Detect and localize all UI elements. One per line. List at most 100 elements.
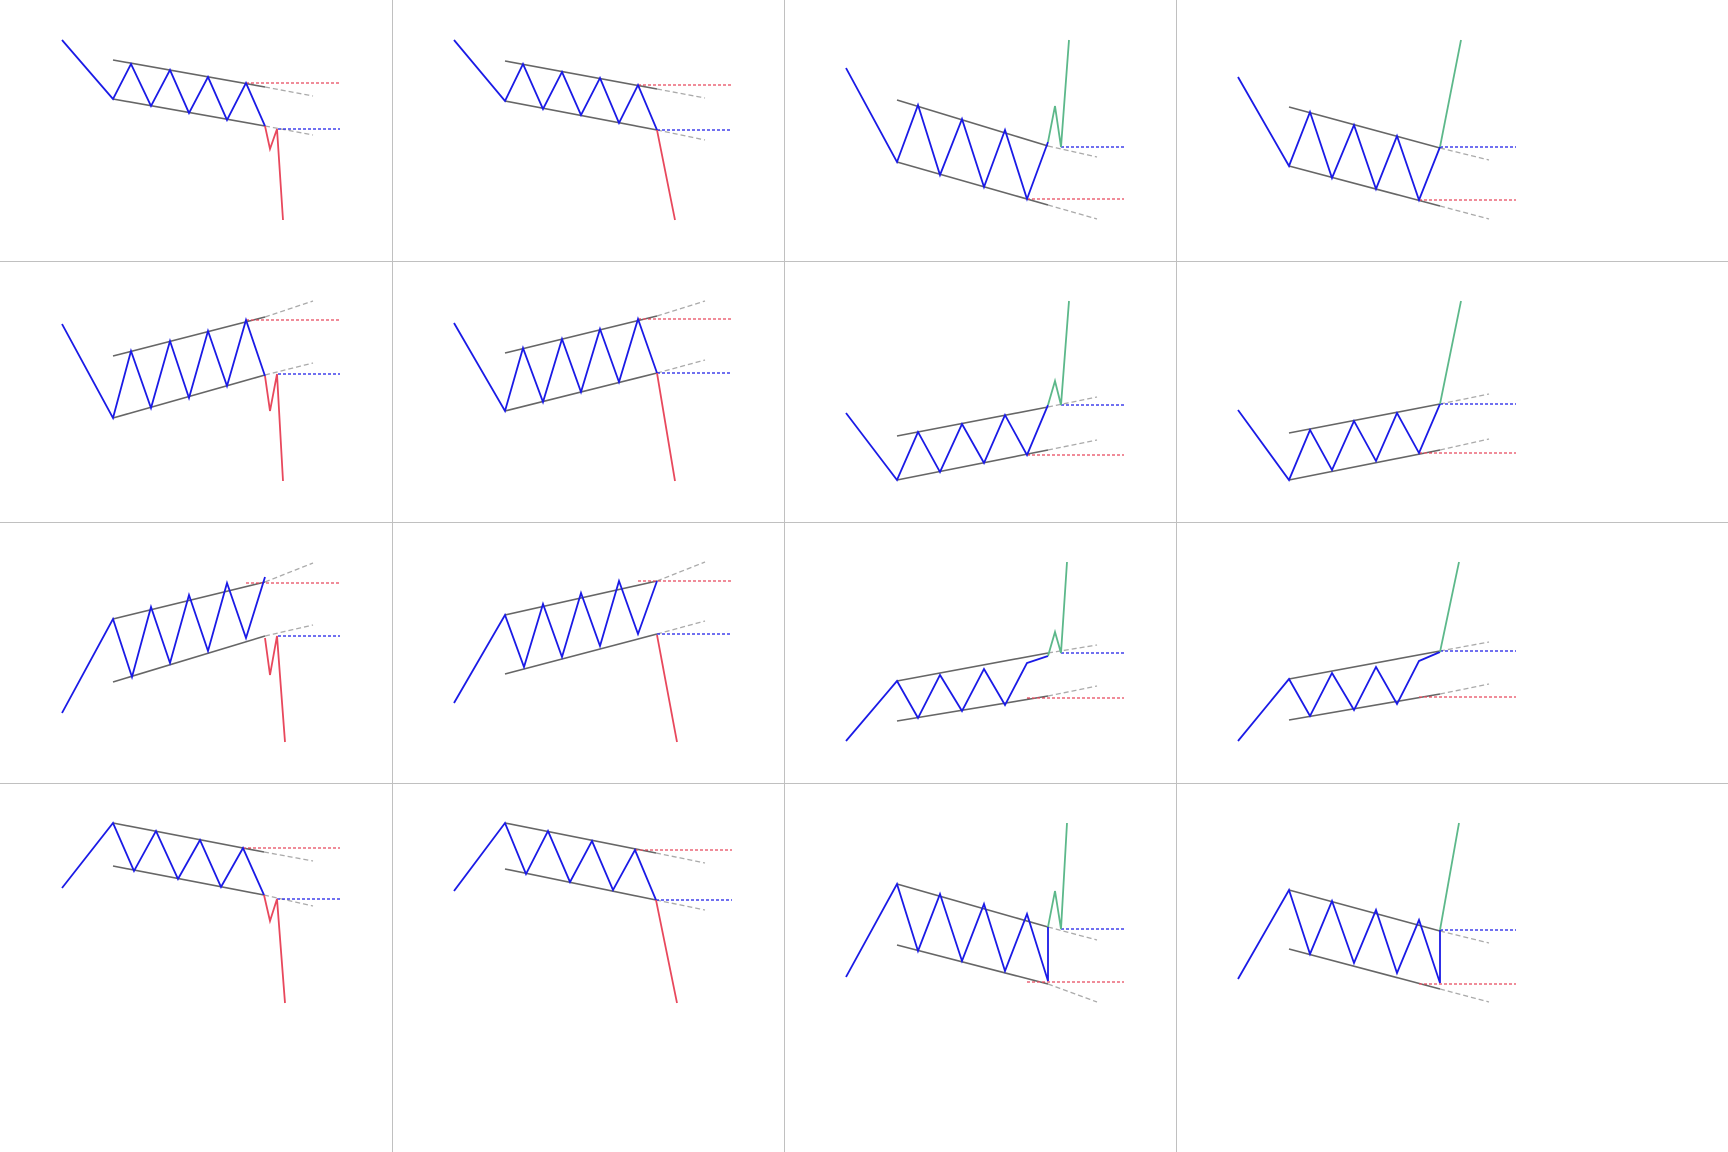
bearish-breakout-path xyxy=(656,372,676,482)
price-path xyxy=(1237,403,1441,482)
bullish-breakout-path xyxy=(1047,39,1070,148)
lower-trendline-extension xyxy=(1439,205,1490,220)
lower-trendline xyxy=(1288,948,1441,990)
price-path xyxy=(1237,76,1441,203)
upper-trendline-extension xyxy=(1439,930,1490,944)
pattern-panel-rising-channel-after-uptrend-with-retest-bullish-breakout xyxy=(845,561,1124,742)
lower-trendline xyxy=(1288,693,1441,721)
upper-trendline-extension xyxy=(1047,396,1098,408)
upper-trendline xyxy=(1288,403,1441,434)
upper-trendline xyxy=(1288,106,1441,149)
price-path xyxy=(453,39,658,131)
bearish-breakout-path xyxy=(264,373,284,482)
upper-trendline-extension xyxy=(264,300,314,318)
pattern-panel-rising-channel-after-downtrend-with-retest-bearish-breakout xyxy=(61,300,340,482)
price-path xyxy=(453,821,657,901)
pattern-panel-rising-channel-after-downtrend-bullish-breakout xyxy=(1237,300,1516,482)
lower-trendline-extension xyxy=(1439,438,1490,451)
upper-trendline xyxy=(504,580,658,616)
bearish-breakout-path xyxy=(263,894,286,1004)
bullish-breakout-path xyxy=(1439,300,1462,405)
price-path xyxy=(845,655,1049,742)
upper-trendline-extension xyxy=(1439,147,1490,161)
lower-trendline xyxy=(896,944,1049,985)
bullish-breakout-path xyxy=(1047,300,1070,406)
upper-trendline xyxy=(504,60,658,90)
upper-trendline xyxy=(504,315,658,354)
bearish-breakout-path xyxy=(264,635,286,743)
price-path xyxy=(61,39,266,127)
pattern-panel-falling-channel-with-retest-bearish-breakout xyxy=(61,39,340,221)
bullish-breakout-path xyxy=(1047,822,1068,930)
upper-trendline-extension xyxy=(1439,393,1490,405)
lower-trendline-extension xyxy=(655,899,706,911)
pattern-panel-rising-channel-after-downtrend-bearish-breakout xyxy=(453,300,732,482)
price-path xyxy=(61,821,265,896)
lower-trendline-extension xyxy=(1439,683,1490,695)
pattern-panel-falling-channel-bearish-breakout xyxy=(453,39,732,221)
bullish-breakout-path xyxy=(1047,561,1068,657)
pattern-panel-rising-channel-after-uptrend-with-retest-bearish-breakout xyxy=(61,562,340,743)
pattern-panel-rising-channel-after-downtrend-with-retest-bullish-breakout xyxy=(845,300,1124,482)
price-path xyxy=(845,881,1049,982)
lower-trendline-extension xyxy=(264,362,314,376)
upper-trendline xyxy=(112,59,266,88)
lower-trendline-extension xyxy=(264,125,314,136)
lower-trendline-extension xyxy=(1439,988,1490,1003)
price-path xyxy=(453,316,658,414)
upper-trendline-extension xyxy=(655,852,706,864)
lower-trendline xyxy=(1288,449,1441,481)
upper-trendline xyxy=(112,316,266,357)
lower-trendline-extension xyxy=(1047,439,1098,451)
pattern-panel-falling-channel-after-uptrend-bullish-breakout xyxy=(1237,822,1516,1003)
upper-trendline-extension xyxy=(1047,644,1098,654)
lower-trendline-extension xyxy=(656,359,706,374)
upper-trendline-extension xyxy=(264,562,314,583)
bullish-breakout-path xyxy=(1439,822,1460,931)
lower-trendline-extension xyxy=(656,129,706,141)
lower-trendline xyxy=(896,695,1049,722)
upper-trendline xyxy=(1288,889,1441,932)
upper-trendline xyxy=(1288,650,1441,680)
price-path xyxy=(1237,651,1441,742)
bearish-breakout-path xyxy=(656,129,676,221)
lower-trendline-extension xyxy=(1047,204,1098,220)
price-path xyxy=(61,576,266,714)
upper-trendline xyxy=(112,581,266,620)
lower-trendline-extension xyxy=(1047,983,1098,1003)
pattern-panel-rising-channel-after-uptrend-bearish-breakout xyxy=(453,561,732,743)
upper-trendline-extension xyxy=(656,300,706,317)
upper-trendline xyxy=(896,652,1049,682)
price-path xyxy=(845,67,1049,202)
price-path xyxy=(453,578,658,704)
upper-trendline xyxy=(896,99,1049,147)
lower-trendline xyxy=(112,635,266,683)
pattern-panel-falling-channel-bullish-breakout xyxy=(1237,39,1516,220)
bearish-breakout-path xyxy=(264,125,284,221)
lower-trendline xyxy=(896,161,1049,206)
lower-trendline-extension xyxy=(656,620,706,635)
price-path xyxy=(1237,887,1441,984)
upper-trendline xyxy=(896,883,1049,928)
price-path xyxy=(845,404,1049,482)
bullish-breakout-path xyxy=(1439,39,1462,148)
lower-trendline xyxy=(112,865,265,896)
upper-trendline-extension xyxy=(656,88,706,99)
bullish-breakout-path xyxy=(1439,561,1460,653)
lower-trendline-extension xyxy=(1047,685,1098,697)
upper-trendline-extension xyxy=(656,561,706,582)
lower-trendline xyxy=(1288,165,1441,207)
lower-trendline xyxy=(504,868,657,901)
bearish-breakout-path xyxy=(656,634,678,743)
upper-trendline-extension xyxy=(264,86,314,97)
price-path xyxy=(61,316,266,421)
upper-trendline-extension xyxy=(1439,641,1490,652)
pattern-panel-rising-channel-after-uptrend-bullish-breakout xyxy=(1237,561,1516,742)
lower-trendline-extension xyxy=(263,894,314,907)
upper-trendline xyxy=(112,822,265,853)
upper-trendline xyxy=(504,822,657,854)
pattern-panel-falling-channel-after-uptrend-with-retest-bullish-breakout xyxy=(845,822,1124,1003)
pattern-panel-falling-channel-after-uptrend-with-retest-bearish-breakout xyxy=(61,821,340,1004)
upper-trendline-extension xyxy=(1047,926,1098,941)
